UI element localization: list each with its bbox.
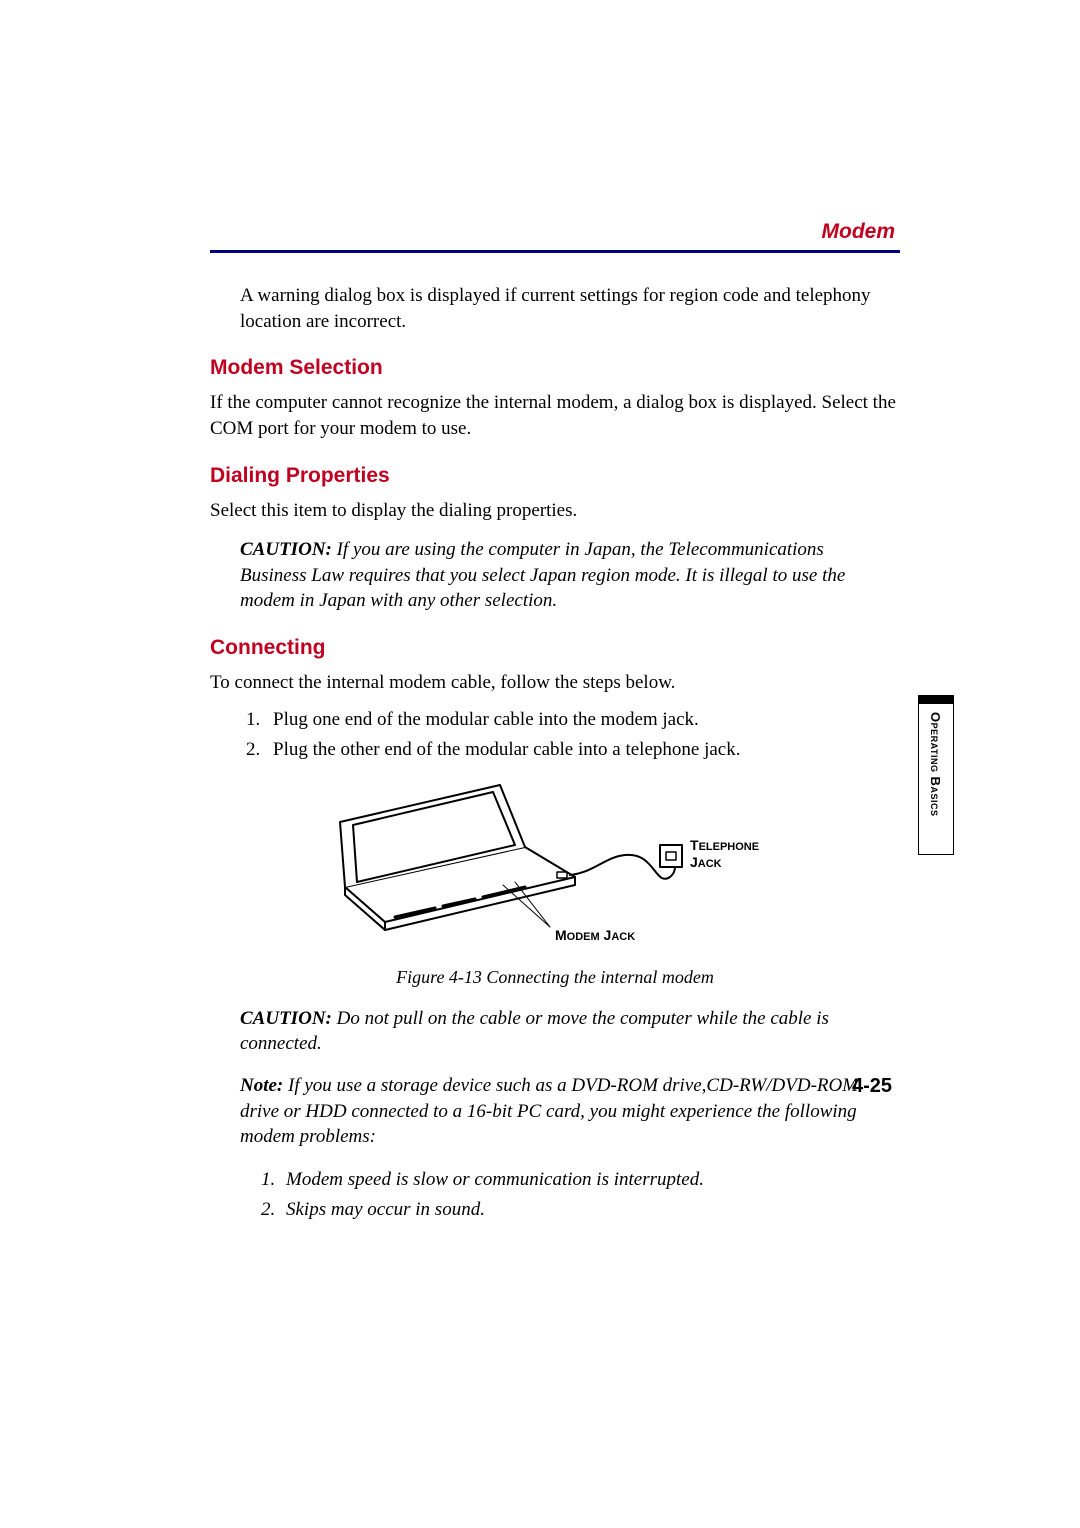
heading-connecting: Connecting [210,636,900,660]
caution2-lead: CAUTION: [240,1008,332,1029]
intro-text: A warning dialog box is displayed if cur… [210,283,900,334]
note-storage: Note: If you use a storage device such a… [210,1073,900,1150]
side-tab-bar [919,696,953,704]
label-telephone-line2: JACK [690,854,722,870]
note-item-2: Skips may occur in sound. [280,1196,900,1225]
label-modem-jack: MODEM JACK [555,927,635,943]
page-header-title: Modem [210,220,900,244]
note-text: If you use a storage device such as a DV… [240,1075,858,1147]
modem-selection-body: If the computer cannot recognize the int… [210,390,900,441]
side-tab-label: Operating Basics [928,712,943,816]
label-telephone-line1: TELEPHONE [690,837,759,853]
laptop-modem-diagram: TELEPHONE JACK MODEM JACK [325,777,785,952]
header-rule [210,250,900,253]
step-1: Plug one end of the modular cable into t… [265,706,900,735]
caution-japan: CAUTION: If you are using the computer i… [210,537,900,614]
caution-cable: CAUTION: Do not pull on the cable or mov… [210,1006,900,1057]
figure-connecting-modem: TELEPHONE JACK MODEM JACK Figure 4-13 Co… [210,777,900,988]
page-number: 4-25 [852,1075,892,1098]
note-item-1: Modem speed is slow or communication is … [280,1166,900,1195]
connecting-body: To connect the internal modem cable, fol… [210,670,900,696]
heading-modem-selection: Modem Selection [210,356,900,380]
figure-caption: Figure 4-13 Connecting the internal mode… [210,967,900,988]
step-2: Plug the other end of the modular cable … [265,736,900,765]
note-lead: Note: [240,1075,283,1096]
caution-lead: CAUTION: [240,539,332,560]
heading-dialing-properties: Dialing Properties [210,464,900,488]
side-tab: Operating Basics [918,695,954,855]
page-content: Modem A warning dialog box is displayed … [0,0,1080,1225]
dialing-properties-body: Select this item to display the dialing … [210,498,900,524]
connecting-steps: Plug one end of the modular cable into t… [210,706,900,765]
note-problems-list: Modem speed is slow or communication is … [210,1166,900,1225]
